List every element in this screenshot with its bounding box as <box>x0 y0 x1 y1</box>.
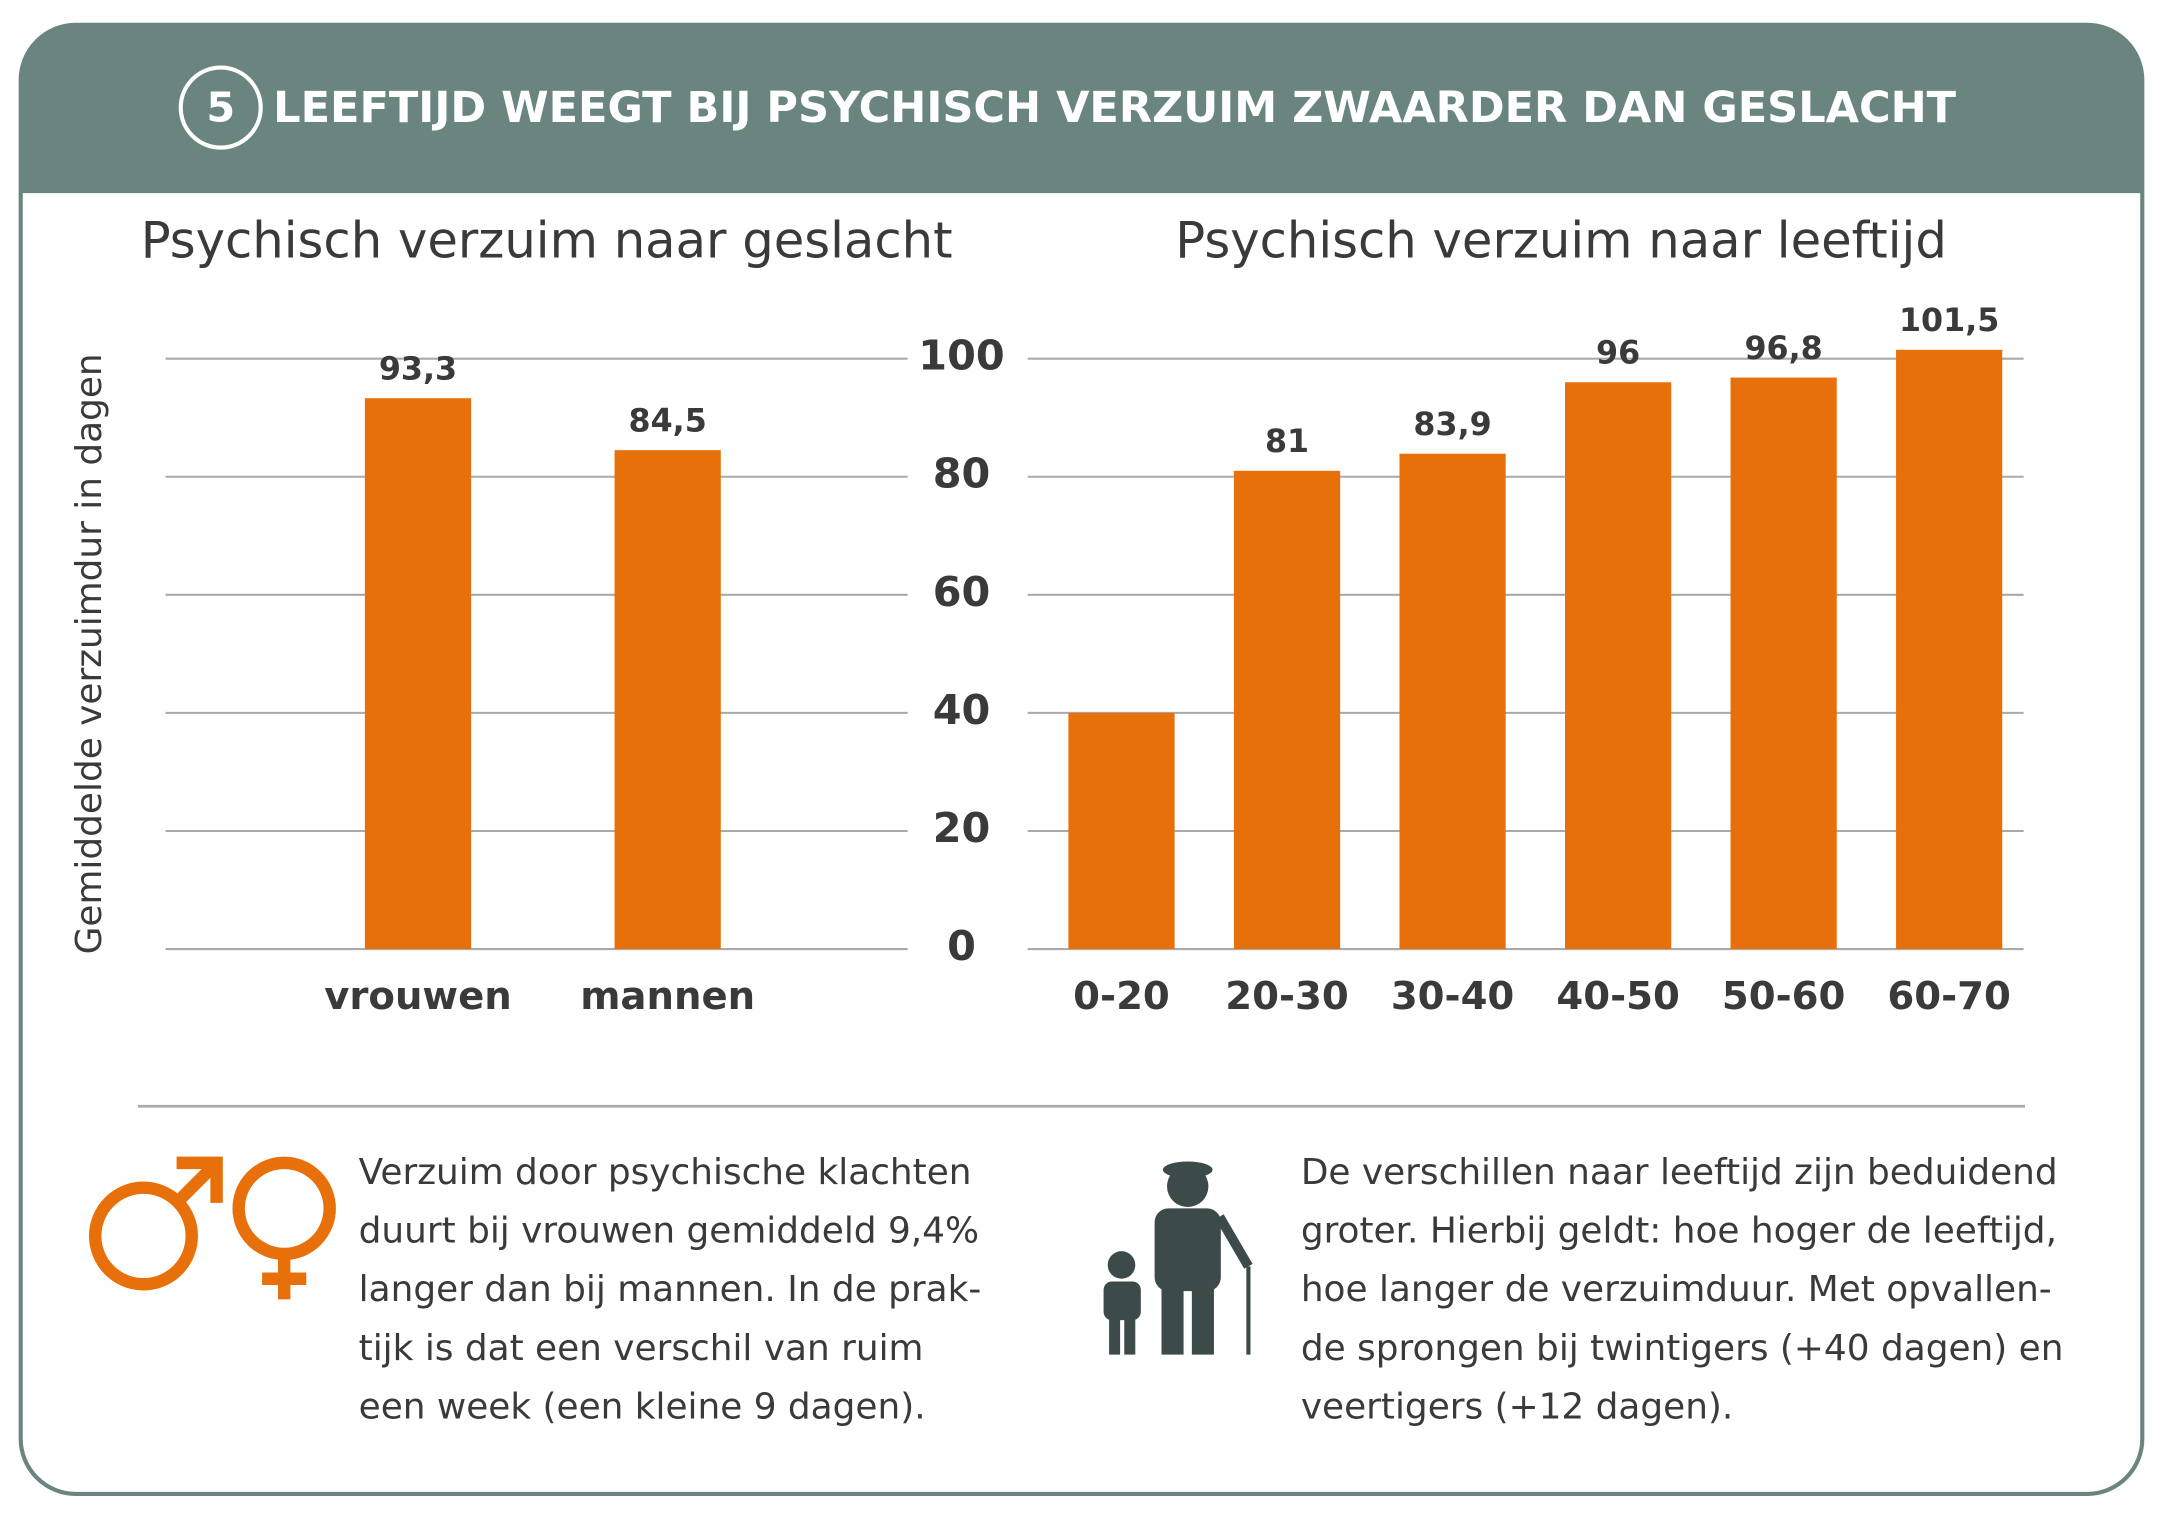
chart-title: Psychisch verzuim naar geslacht <box>141 212 953 270</box>
bar <box>1564 382 1672 950</box>
value-label: 96 <box>1596 336 1640 372</box>
header-band <box>20 24 2143 194</box>
note-line: veertigers (+12 dagen). <box>1301 1386 1734 1427</box>
note-line: hoe langer de verzuimduur. Met opvallen- <box>1301 1269 2052 1310</box>
note-line: een week (een kleine 9 dagen). <box>359 1386 926 1427</box>
note-line: groter. Hierbij geldt: hoe hoger de leef… <box>1301 1211 2057 1252</box>
x-tick-label: 0-20 <box>1073 974 1170 1019</box>
chart-title: Psychisch verzuim naar leeftijd <box>1175 212 1947 270</box>
x-tick-label: mannen <box>580 974 755 1019</box>
value-label: 101,5 <box>1899 303 1999 339</box>
bar <box>614 450 721 950</box>
note-line: duurt bij vrouwen gemiddeld 9,4% <box>359 1211 979 1252</box>
x-tick-label: 50-60 <box>1722 974 1845 1019</box>
value-label: 81 <box>1265 424 1309 460</box>
people-icon <box>1103 1161 1253 1355</box>
y-tick-label: 80 <box>933 450 991 498</box>
header-title: LEEFTIJD WEEGT BIJ PSYCHISCH VERZUIM ZWA… <box>273 83 1956 133</box>
bar <box>1399 453 1506 950</box>
header-number: 5 <box>206 83 235 131</box>
y-tick-label: 60 <box>933 568 991 616</box>
bar <box>1068 712 1175 950</box>
number-circle <box>178 65 263 150</box>
value-label: 96,8 <box>1745 331 1823 367</box>
y-tick-label: 20 <box>933 804 991 852</box>
bar <box>364 398 472 950</box>
value-label: 93,3 <box>379 352 457 388</box>
value-label: 84,5 <box>629 404 707 440</box>
gender-icon <box>88 1156 336 1300</box>
y-tick-label: 100 <box>918 332 1004 380</box>
bar <box>1233 470 1341 950</box>
y-axis-label: Gemiddelde verzuimdur in dagen <box>69 353 110 954</box>
note-line: langer dan bij mannen. In de prak- <box>359 1269 982 1310</box>
note-line: tijk is dat een verschil van ruim <box>359 1328 924 1369</box>
note-line: de sprongen bij twintigers (+40 dagen) e… <box>1301 1328 2064 1369</box>
x-tick-label: 20-30 <box>1225 974 1348 1019</box>
x-tick-label: 40-50 <box>1556 974 1679 1019</box>
bar <box>1896 349 2003 950</box>
x-tick-label: 60-70 <box>1887 974 2010 1019</box>
y-tick-label: 40 <box>933 686 991 734</box>
value-label: 83,9 <box>1413 407 1491 443</box>
bar <box>1730 377 1837 950</box>
note-line: De verschillen naar leeftijd zijn beduid… <box>1301 1152 2058 1193</box>
x-tick-label: vrouwen <box>324 974 512 1019</box>
note-line: Verzuim door psychische klachten <box>359 1152 972 1193</box>
x-tick-label: 30-40 <box>1391 974 1514 1019</box>
y-tick-label: 0 <box>947 922 976 970</box>
